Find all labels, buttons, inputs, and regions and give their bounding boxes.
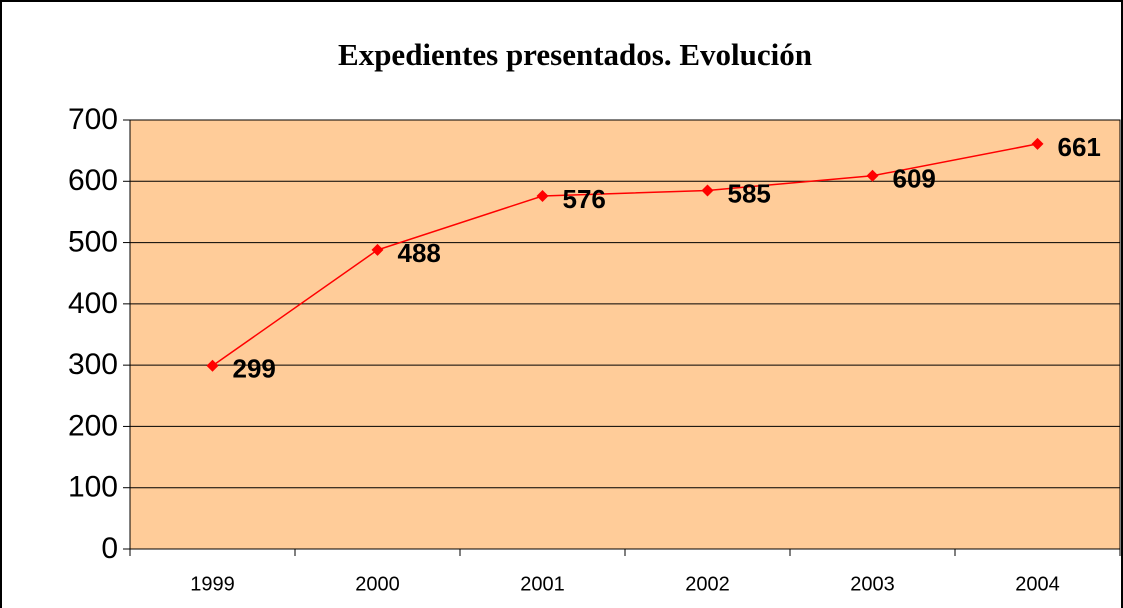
y-tick-label: 100 [68, 471, 118, 504]
data-label: 576 [563, 184, 606, 214]
y-tick-label: 600 [68, 164, 118, 197]
chart-title: Expedientes presentados. Evolución [338, 37, 812, 72]
y-tick-label: 300 [68, 348, 118, 381]
data-point [866, 169, 879, 182]
x-tick-label: 2004 [1015, 573, 1060, 595]
x-tick-label: 2000 [355, 573, 400, 595]
data-label: 488 [398, 238, 441, 268]
data-label: 661 [1058, 132, 1101, 162]
data-point [536, 189, 549, 202]
data-point [701, 184, 714, 197]
y-tick-label: 200 [68, 409, 118, 442]
y-tick-label: 700 [68, 103, 118, 136]
data-label: 299 [233, 354, 276, 384]
x-tick-label: 1999 [190, 573, 235, 595]
y-tick-label: 500 [68, 225, 118, 258]
x-tick-label: 2003 [850, 573, 895, 595]
data-label: 585 [728, 178, 771, 208]
y-tick-label: 0 [101, 532, 118, 565]
x-tick-label: 2002 [685, 573, 730, 595]
data-point [371, 243, 384, 256]
plot-area [129, 119, 1121, 550]
data-point [1031, 137, 1044, 150]
y-tick-label: 400 [68, 287, 118, 320]
data-point [206, 359, 219, 372]
data-label: 609 [893, 164, 936, 194]
data-line [212, 143, 1038, 367]
x-tick-label: 2001 [520, 573, 565, 595]
